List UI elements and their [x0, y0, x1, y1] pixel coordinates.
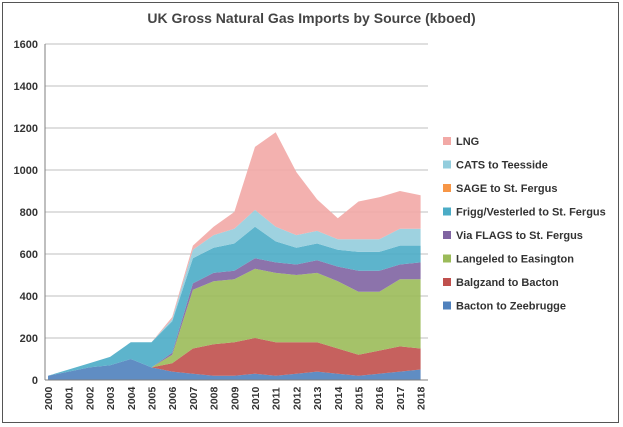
x-tick-label: 2004 — [126, 386, 138, 410]
chart-title: UK Gross Natural Gas Imports by Source (… — [147, 10, 476, 26]
legend-swatch — [443, 278, 451, 286]
area-series-0 — [48, 359, 421, 380]
y-tick-label: 1000 — [14, 165, 38, 177]
legend-label: LNG — [456, 136, 479, 148]
x-tick-label: 2018 — [416, 386, 428, 410]
y-tick-label: 800 — [20, 207, 38, 219]
y-tick-label: 1400 — [14, 81, 38, 93]
legend-label: SAGE to St. Fergus — [456, 183, 557, 195]
x-tick-label: 2005 — [147, 386, 159, 410]
x-tick-label: 2003 — [105, 386, 117, 410]
x-tick-label: 2001 — [64, 386, 76, 410]
axes — [44, 44, 428, 381]
legend-swatch — [443, 137, 451, 145]
x-tick-label: 2000 — [43, 386, 55, 410]
area-series-4 — [48, 226, 421, 376]
legend-swatch — [443, 160, 451, 169]
x-tick-label: 2013 — [312, 386, 324, 410]
y-tick-label: 400 — [20, 291, 38, 303]
x-tick-label: 2011 — [271, 387, 283, 410]
y-tick-label: 600 — [20, 249, 38, 261]
legend: LNG CATS to Teesside SAGE to St. Fergus Fri… — [443, 136, 606, 313]
x-tick-label: 2007 — [188, 386, 200, 410]
area-series-6 — [48, 209, 421, 376]
legend-label: Frigg/Vesterled to St. Fergus — [456, 207, 606, 219]
legend-label: Bacton to Zeebrugge — [456, 301, 566, 313]
legend-swatch — [443, 231, 451, 239]
x-tick-label: 2009 — [229, 386, 241, 410]
legend-swatch — [443, 184, 451, 192]
x-tick-label: 2017 — [395, 386, 407, 410]
y-tick-label: 1200 — [14, 123, 38, 135]
x-tick-labels: 2000 2001 2002 2003 2004 2005 2006 2007 2008 2009… — [43, 386, 428, 410]
y-tick-labels: 0 200 400 600 800 1000 1200 1400 1600 — [14, 39, 38, 387]
y-tick-label: 1600 — [14, 39, 38, 51]
x-tick-label: 2015 — [354, 386, 366, 410]
x-tick-label: 2008 — [209, 386, 221, 410]
area-series-3 — [48, 258, 421, 376]
x-tick-label: 2014 — [333, 386, 345, 410]
legend-label: Via FLAGS to St. Fergus — [456, 230, 583, 242]
area-series-2 — [48, 268, 421, 376]
x-tick-label: 2010 — [250, 386, 262, 410]
area-series-1 — [48, 338, 421, 376]
legend-swatch — [443, 254, 451, 263]
legend-label: Langeled to Easington — [456, 254, 574, 266]
legend-label: CATS to Teesside — [456, 160, 548, 172]
x-tick-label: 2006 — [167, 386, 179, 410]
legend-swatch — [443, 301, 451, 310]
y-tick-label: 200 — [20, 333, 38, 345]
area-series — [48, 132, 421, 380]
legend-label: Balgzand to Bacton — [456, 277, 559, 289]
x-tick-label: 2012 — [291, 386, 303, 410]
x-tick-label: 2016 — [374, 386, 386, 410]
x-tick-label: 2002 — [84, 386, 96, 410]
legend-swatch — [443, 207, 451, 216]
y-tick-label: 0 — [32, 375, 38, 387]
